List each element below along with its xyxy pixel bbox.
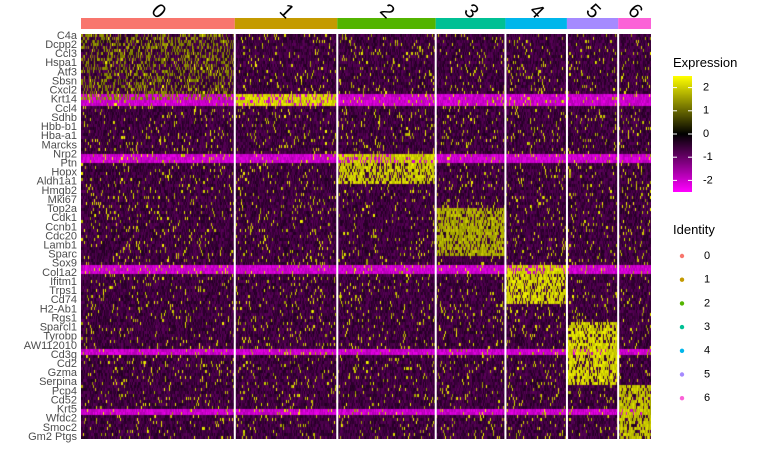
gene-label: Hspa1 <box>45 57 77 69</box>
cluster-bars <box>81 18 651 29</box>
colorbar-tick-label: 2 <box>703 82 709 94</box>
identity-legend-label-1: 1 <box>704 274 710 286</box>
gene-label: Rgs1 <box>51 312 77 324</box>
gene-label: Ccnb1 <box>45 221 77 233</box>
gene-label: Lamb1 <box>43 240 77 252</box>
gene-label: Col1a2 <box>42 267 77 279</box>
gene-label: Smoc2 <box>43 422 77 434</box>
gene-label: Ptn <box>60 157 77 169</box>
identity-legend-label-0: 0 <box>704 250 710 262</box>
expression-legend: Expression 2 1 0 -1 -2 <box>673 55 737 192</box>
gene-label: Hmgb2 <box>42 185 77 197</box>
identity-legend-key-2 <box>679 301 685 306</box>
gene-label: H2-Ab1 <box>40 303 77 315</box>
cluster-bar-2 <box>337 18 436 29</box>
heatmap-cells <box>81 34 651 439</box>
expression-colorbar-ticks: 2 1 0 -1 -2 <box>673 82 713 186</box>
colorbar-tick-label: 1 <box>703 105 709 117</box>
cluster-bar-0 <box>81 18 235 29</box>
gene-label: Cxcl2 <box>49 85 77 97</box>
gene-label: Wfdc2 <box>46 413 77 425</box>
cluster-bar-3 <box>435 18 506 29</box>
gene-label: Krt14 <box>51 94 77 106</box>
colorbar-tick-label: -2 <box>703 174 713 186</box>
gene-label: Sparc <box>48 249 77 261</box>
gene-label: Ccl3 <box>55 48 77 60</box>
gene-label: Gzma <box>48 367 78 379</box>
gene-label: Sbsn <box>52 75 77 87</box>
cluster-separator <box>233 34 236 439</box>
gene-label: Cd3g <box>51 349 77 361</box>
cluster-separator <box>504 34 507 439</box>
identity-legend: Identity 0 1 2 3 4 5 6 <box>673 222 715 404</box>
gene-label: Serpina <box>39 376 78 388</box>
identity-legend-label-5: 5 <box>704 368 710 380</box>
cluster-bar-5 <box>566 18 619 29</box>
identity-legend-key-5 <box>679 372 685 377</box>
gene-label: Marcks <box>42 139 78 151</box>
gene-label: Sparcl1 <box>40 322 77 334</box>
identity-legend-label-2: 2 <box>704 297 710 309</box>
gene-label: Atf3 <box>57 66 77 78</box>
expression-legend-title: Expression <box>673 55 737 70</box>
gene-label: Cdk1 <box>51 212 77 224</box>
cluster-bar-6 <box>618 18 651 29</box>
gene-label: Sdhb <box>51 112 77 124</box>
gene-label: Sox9 <box>52 258 77 270</box>
cluster-separator <box>565 34 568 439</box>
gene-label: Cd2 <box>57 358 77 370</box>
identity-legend-key-6 <box>679 396 685 401</box>
gene-label: Pcp4 <box>52 385 77 397</box>
cluster-separators <box>233 34 620 439</box>
gene-label: Top2a <box>47 203 78 215</box>
gene-label: Hopx <box>51 167 77 179</box>
cluster-separator <box>617 34 620 439</box>
identity-legend-label-4: 4 <box>704 345 710 357</box>
cluster-separator <box>336 34 339 439</box>
identity-legend-label-3: 3 <box>704 321 710 333</box>
gene-label: Cd74 <box>51 294 77 306</box>
gene-label: Cdc20 <box>45 230 77 242</box>
gene-label: Gm2 Ptgs <box>28 431 77 443</box>
expression-colorbar <box>673 76 692 192</box>
gene-label: Trps1 <box>49 285 77 297</box>
cluster-separator <box>434 34 437 439</box>
identity-legend-key-4 <box>679 348 685 353</box>
cluster-bar-4 <box>505 18 567 29</box>
cluster-bar-1 <box>234 18 338 29</box>
gene-label: Tyrobp <box>43 331 77 343</box>
gene-label: Dcpp2 <box>45 39 77 51</box>
gene-label: Mki67 <box>48 194 77 206</box>
colorbar-tick-label: 0 <box>703 128 709 140</box>
gene-label: Hba-a1 <box>41 130 77 142</box>
identity-legend-key-0 <box>679 253 685 259</box>
gene-label: Aldh1a1 <box>37 176 77 188</box>
gene-label: Ccl4 <box>55 103 77 115</box>
gene-label: Nrp2 <box>53 148 77 160</box>
gene-labels: C4aDcpp2Ccl3Hspa1Atf3SbsnCxcl2Krt14Ccl4S… <box>24 30 78 443</box>
gene-label: Ifitm1 <box>50 276 77 288</box>
gene-label: C4a <box>57 30 78 42</box>
gene-label: Krt5 <box>57 404 77 416</box>
identity-legend-key-1 <box>679 277 685 282</box>
identity-legend-label-6: 6 <box>704 392 710 404</box>
gene-label: Cd52 <box>51 394 77 406</box>
gene-label: AW112010 <box>24 340 77 352</box>
colorbar-tick-label: -1 <box>703 151 713 163</box>
identity-legend-entries: 0 1 2 3 4 5 6 <box>679 250 710 404</box>
identity-legend-title: Identity <box>673 222 715 237</box>
gene-label: Hbb-b1 <box>41 121 77 133</box>
identity-legend-key-3 <box>679 324 685 330</box>
